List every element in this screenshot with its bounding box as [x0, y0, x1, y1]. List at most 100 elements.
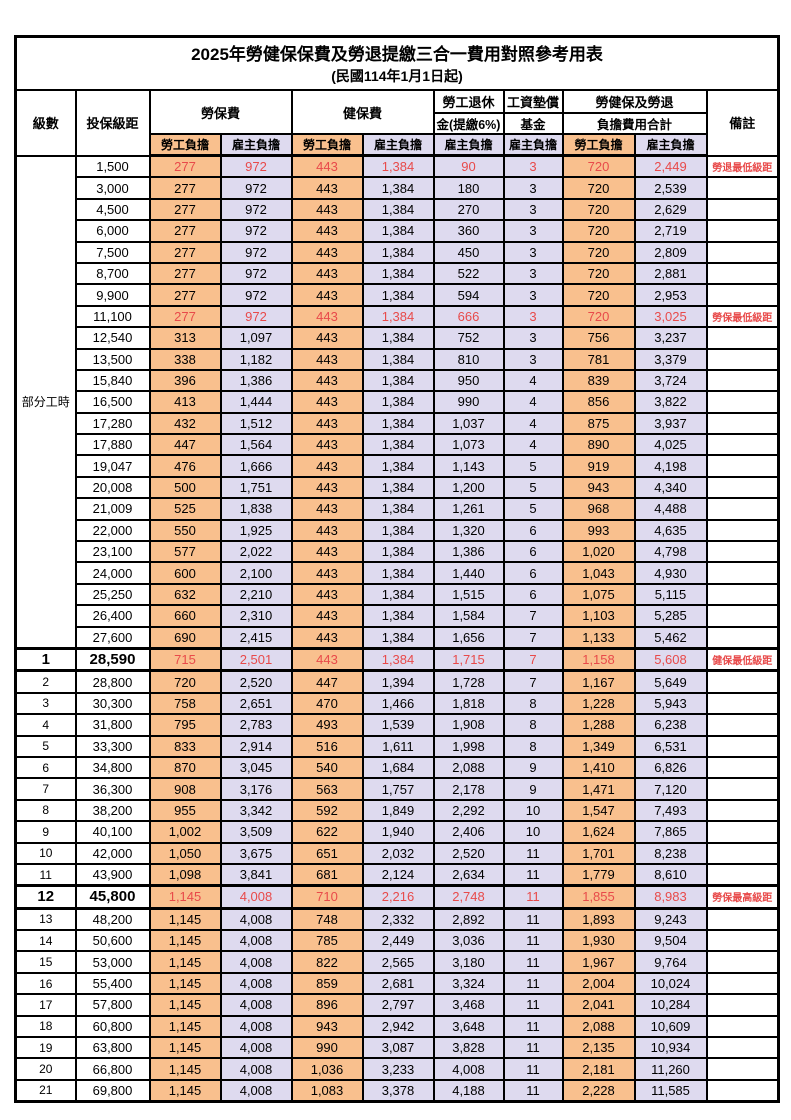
header-total-employer: 雇主負擔 [633, 133, 708, 157]
value-cell: 1,701 [561, 841, 636, 865]
value-cell: 443 [290, 304, 364, 329]
value-cell: 4,188 [432, 1078, 505, 1103]
value-cell: 443 [290, 154, 364, 179]
value-cell: 1,384 [361, 326, 435, 350]
value-cell: 1,384 [361, 368, 435, 393]
value-cell: 1,384 [361, 582, 435, 607]
remark-cell [705, 582, 780, 607]
value-cell: 10,609 [633, 1014, 708, 1039]
bracket-cell: 66,800 [74, 1057, 151, 1081]
value-cell: 1,515 [432, 582, 505, 607]
value-cell: 3,378 [361, 1078, 435, 1103]
value-cell: 1,384 [361, 433, 435, 457]
level-cell: 1 [14, 646, 77, 673]
table-row: 11 43,900 1,098 3,841 681 2,124 2,634 11 1,779 8,… [14, 862, 780, 887]
value-cell: 1,228 [561, 691, 636, 716]
value-cell: 3 [502, 283, 564, 307]
value-cell: 972 [219, 219, 293, 243]
value-cell: 443 [290, 283, 364, 307]
value-cell: 11 [502, 1035, 564, 1060]
value-cell: 443 [290, 454, 364, 478]
value-cell: 2,681 [361, 971, 435, 996]
value-cell: 990 [432, 390, 505, 414]
value-cell: 1,097 [219, 326, 293, 350]
value-cell: 5 [502, 454, 564, 478]
value-cell: 4,008 [219, 907, 293, 932]
value-cell: 443 [290, 582, 364, 607]
bracket-cell: 38,200 [74, 798, 151, 823]
value-cell: 2,539 [633, 176, 708, 200]
value-cell: 4,008 [219, 884, 293, 910]
value-cell: 7 [502, 625, 564, 650]
value-cell: 1,384 [361, 219, 435, 243]
value-cell: 277 [148, 197, 222, 222]
value-cell: 3 [502, 304, 564, 329]
value-cell: 1,145 [148, 993, 222, 1017]
table-row: 17,280 432 1,512 443 1,384 1,037 4 875 3,937 [16, 411, 780, 436]
header-labor-employee: 勞工負擔 [148, 133, 222, 157]
header-labor-employer: 雇主負擔 [219, 133, 293, 157]
value-cell: 9 [502, 755, 564, 780]
table-row: 7,500 277 972 443 1,384 450 3 720 2,809 [16, 240, 780, 264]
value-cell: 720 [561, 283, 636, 307]
value-cell: 1,167 [561, 669, 636, 694]
value-cell: 6 [502, 540, 564, 564]
value-cell: 443 [290, 561, 364, 585]
value-cell: 1,967 [561, 950, 636, 974]
header-total-line1: 勞健保及勞退 [561, 89, 708, 114]
value-cell: 443 [290, 475, 364, 500]
remark-cell [705, 820, 780, 844]
remark-cell [705, 604, 780, 628]
bracket-cell: 26,400 [74, 604, 151, 628]
value-cell: 1,384 [361, 625, 435, 650]
value-cell: 1,838 [219, 497, 293, 521]
value-cell: 4,008 [219, 929, 293, 953]
value-cell: 6,826 [633, 755, 708, 780]
value-cell: 3,036 [432, 929, 505, 953]
table-row: 17 57,800 1,145 4,008 896 2,797 3,468 11 2,041 10… [14, 993, 780, 1017]
value-cell: 1,666 [219, 454, 293, 478]
bracket-cell: 12,540 [74, 326, 151, 350]
value-cell: 990 [290, 1035, 364, 1060]
value-cell: 11 [502, 971, 564, 996]
table-row: 6 34,800 870 3,045 540 1,684 2,088 9 1,410 6,826 [14, 755, 780, 780]
remark-cell [705, 755, 780, 780]
value-cell: 10 [502, 798, 564, 823]
table-row: 12,540 313 1,097 443 1,384 752 3 756 3,237 [16, 326, 780, 350]
bracket-cell: 69,800 [74, 1078, 151, 1103]
bracket-cell: 9,900 [74, 283, 151, 307]
value-cell: 3 [502, 176, 564, 200]
value-cell: 3,828 [432, 1035, 505, 1060]
value-cell: 1,471 [561, 777, 636, 801]
value-cell: 2,797 [361, 993, 435, 1017]
value-cell: 11 [502, 907, 564, 932]
bracket-cell: 6,000 [74, 219, 151, 243]
value-cell: 443 [290, 411, 364, 436]
value-cell: 4 [502, 411, 564, 436]
value-cell: 1,394 [361, 669, 435, 694]
value-cell: 11,260 [633, 1057, 708, 1081]
value-cell: 600 [148, 561, 222, 585]
table-row: 16 55,400 1,145 4,008 859 2,681 3,324 11 2,004 10… [14, 971, 780, 996]
value-cell: 1,384 [361, 197, 435, 222]
value-cell: 1,386 [219, 368, 293, 393]
value-cell: 6 [502, 582, 564, 607]
bracket-cell: 53,000 [74, 950, 151, 974]
title-cell: 2025年勞健保保費及勞退提繳三合一費用對照參考用表 (民國114年1月1日起) [14, 35, 780, 91]
bracket-cell: 8,700 [74, 261, 151, 286]
remark-cell [705, 326, 780, 350]
remark-cell [705, 261, 780, 286]
value-cell: 972 [219, 240, 293, 264]
value-cell: 1,050 [148, 841, 222, 865]
value-cell: 1,143 [432, 454, 505, 478]
remark-cell [705, 540, 780, 564]
value-cell: 3,176 [219, 777, 293, 801]
value-cell: 563 [290, 777, 364, 801]
table-row: 部分工時 1,500 277 972 443 1,384 90 3 720 2,449 勞退最低級距 [14, 154, 780, 650]
value-cell: 1,466 [361, 691, 435, 716]
value-cell: 7,493 [633, 798, 708, 823]
value-cell: 1,386 [432, 540, 505, 564]
value-cell: 2,022 [219, 540, 293, 564]
value-cell: 690 [148, 625, 222, 650]
value-cell: 3,648 [432, 1014, 505, 1039]
